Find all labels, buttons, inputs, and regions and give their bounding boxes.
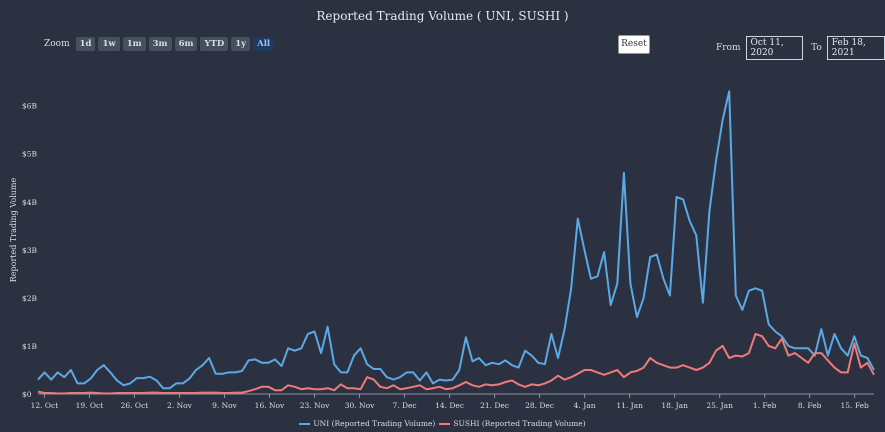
x-tick-label: 15. Feb	[841, 401, 870, 410]
series-line-sushi[interactable]	[37, 332, 875, 395]
reset-button[interactable]: Reset	[618, 35, 650, 54]
x-tick-label: 23. Nov	[300, 401, 330, 410]
to-date-input[interactable]: Feb 18, 2021	[826, 36, 885, 60]
x-tick-label: 9. Nov	[212, 401, 238, 410]
x-tick-label: 12. Oct	[31, 401, 59, 410]
zoom-1y-button[interactable]: 1y	[231, 37, 251, 51]
x-tick-label: 14. Dec	[435, 401, 464, 410]
from-label: From	[716, 43, 741, 53]
x-tick-label: 26. Oct	[121, 401, 149, 410]
legend-swatch-sushi	[439, 422, 451, 425]
legend-swatch-uni	[299, 422, 311, 425]
x-tick-label: 30. Nov	[345, 401, 375, 410]
zoom-ytd-button[interactable]: YTD	[200, 37, 229, 51]
zoom-3m-button[interactable]: 3m	[148, 37, 172, 51]
x-tick-label: 8. Feb	[798, 401, 822, 410]
legend-label-sushi: SUSHI (Reported Trading Volume)	[453, 419, 586, 428]
x-tick-label: 18. Jan	[661, 401, 688, 410]
y-tick-label: $5B	[22, 150, 38, 159]
zoom-bar: Zoom 1d 1w 1m 3m 6m YTD 1y All	[44, 37, 275, 51]
y-tick-label: $1B	[22, 342, 38, 351]
zoom-6m-button[interactable]: 6m	[174, 37, 198, 51]
legend: UNI (Reported Trading Volume) SUSHI (Rep…	[0, 419, 885, 428]
legend-item-sushi[interactable]: SUSHI (Reported Trading Volume)	[439, 419, 586, 428]
zoom-all-button[interactable]: All	[253, 37, 275, 51]
y-tick-label: $6B	[22, 102, 38, 111]
x-tick-label: 21. Dec	[480, 401, 509, 410]
y-tick-label: $2B	[22, 294, 38, 303]
x-tick-label: 7. Dec	[392, 401, 416, 410]
y-tick-label: $0	[22, 390, 32, 399]
x-tick-label: 11. Jan	[616, 401, 643, 410]
x-tick-label: 19. Oct	[76, 401, 104, 410]
series-line-uni[interactable]	[37, 90, 875, 390]
x-tick-label: 16. Nov	[255, 401, 285, 410]
date-range: From Oct 11, 2020 To Feb 18, 2021	[716, 36, 885, 60]
y-axis-label: Reported Trading Volume	[9, 178, 18, 283]
chart-title: Reported Trading Volume ( UNI, SUSHI )	[316, 9, 569, 23]
y-tick-label: $4B	[22, 198, 38, 207]
legend-item-uni[interactable]: UNI (Reported Trading Volume)	[299, 419, 435, 428]
zoom-1d-button[interactable]: 1d	[75, 37, 96, 51]
zoom-1w-button[interactable]: 1w	[98, 37, 120, 51]
to-label: To	[811, 43, 822, 53]
x-tick-label: 4. Jan	[574, 401, 596, 410]
zoom-1m-button[interactable]: 1m	[122, 37, 146, 51]
x-tick-label: 25. Jan	[706, 401, 733, 410]
x-tick-label: 28. Dec	[525, 401, 554, 410]
from-date-input[interactable]: Oct 11, 2020	[745, 36, 804, 60]
x-tick-label: 2. Nov	[167, 401, 193, 410]
x-tick-label: 1. Feb	[753, 401, 777, 410]
zoom-label: Zoom	[44, 39, 70, 49]
y-tick-label: $3B	[22, 246, 38, 255]
legend-label-uni: UNI (Reported Trading Volume)	[313, 419, 436, 428]
